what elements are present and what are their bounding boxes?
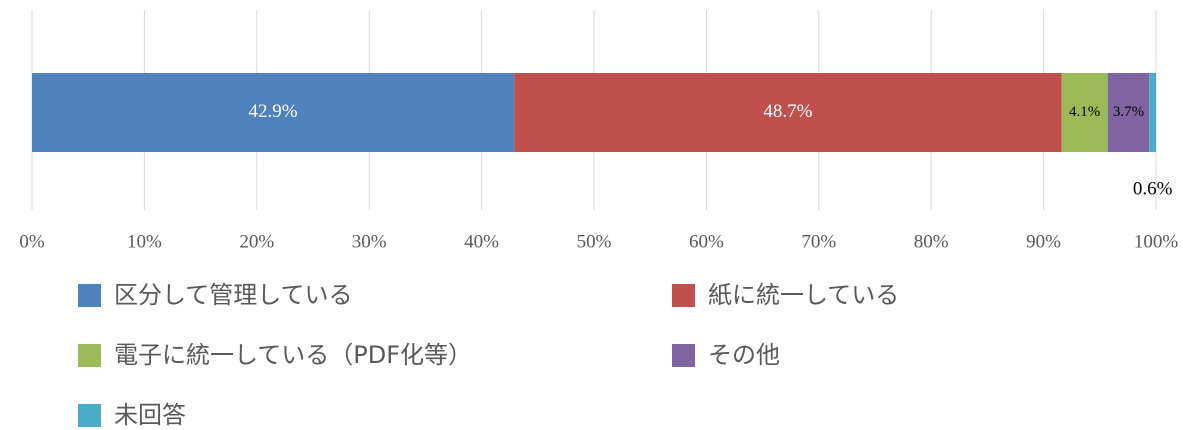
legend-label: 未回答 (114, 401, 186, 429)
x-tick-label: 100% (1134, 231, 1179, 252)
data-label: 4.1% (1069, 104, 1100, 120)
legend-label: 電子に統一している（PDF化等） (114, 341, 472, 369)
x-tick-label: 10% (127, 231, 162, 252)
x-tick-label: 30% (352, 231, 387, 252)
legend-label: 区分して管理している (114, 281, 353, 309)
legend-swatch (78, 404, 101, 427)
legend-swatch (78, 284, 101, 307)
legend-swatch (672, 284, 695, 307)
x-tick-label: 90% (1026, 231, 1061, 252)
legend-swatch (78, 344, 101, 367)
x-tick-label: 80% (914, 231, 949, 252)
bar-segment (514, 73, 1062, 152)
data-label: 48.7% (763, 101, 812, 122)
bar-segment (32, 73, 515, 152)
data-label: 0.6% (1133, 178, 1173, 199)
legend-label: その他 (708, 341, 780, 369)
x-tick-label: 60% (689, 231, 724, 252)
x-tick-label: 0% (19, 231, 45, 252)
x-tick-label: 20% (239, 231, 274, 252)
x-tick-label: 40% (464, 231, 499, 252)
data-label: 42.9% (249, 101, 298, 122)
bar-segment (1149, 73, 1156, 152)
bar-segment (1061, 73, 1108, 152)
legend-swatch (672, 344, 695, 367)
legend-label: 紙に統一している (708, 281, 899, 309)
bar-segment (1107, 73, 1150, 152)
x-tick-label: 50% (577, 231, 612, 252)
x-tick-label: 70% (801, 231, 836, 252)
data-label: 3.7% (1113, 104, 1144, 120)
